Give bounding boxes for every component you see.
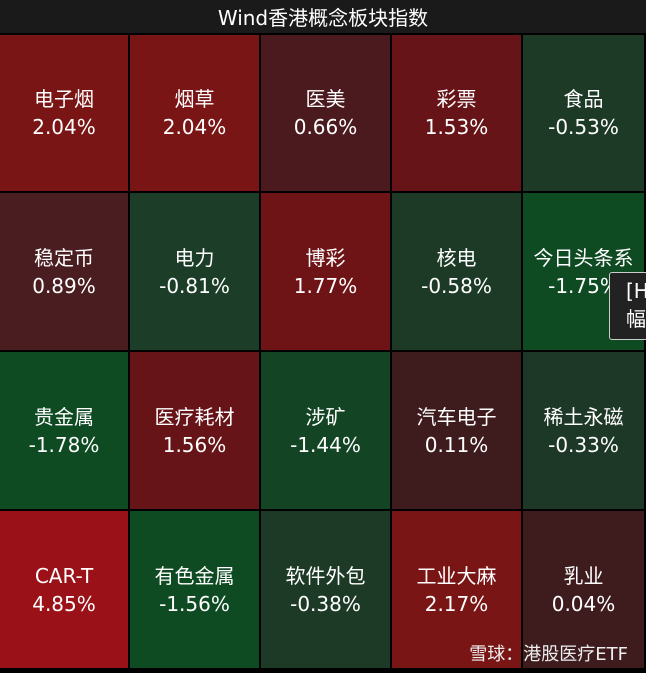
tile-change: 0.89% <box>32 273 96 298</box>
tile-change: 2.17% <box>424 591 489 616</box>
tile-change: -0.53% <box>548 115 619 139</box>
tile-name: 医美 <box>305 87 346 111</box>
tile-change: 2.04% <box>32 115 96 139</box>
tile-change: -1.56% <box>159 591 230 616</box>
tile-name: 彩票 <box>436 87 477 111</box>
tile-change: 0.11% <box>424 432 489 457</box>
tile-change: 2.04% <box>162 115 227 139</box>
tile: 核电 -0.58% <box>392 193 521 350</box>
tile-name: 软件外包 <box>285 563 366 588</box>
tile-name: CAR-T <box>34 563 94 588</box>
tile-change: 0.04% <box>551 591 616 616</box>
tile: 乳业 0.04% <box>523 511 644 668</box>
tile: 有色金属 -1.56% <box>130 511 259 668</box>
tile: 彩票 1.53% <box>392 35 521 191</box>
tile-name: 涉矿 <box>305 404 346 429</box>
tooltip-line: 幅 <box>626 307 646 331</box>
tile-name: 稳定币 <box>34 245 94 270</box>
tile-change: -0.33% <box>548 432 619 457</box>
tile-name: 博彩 <box>305 245 346 270</box>
tile-name: 有色金属 <box>154 563 235 588</box>
tooltip: [H 幅 <box>609 272 646 340</box>
tile: 工业大麻 2.17% <box>392 511 521 668</box>
tile: 汽车电子 0.11% <box>392 352 521 509</box>
tile-change: -0.38% <box>290 591 361 616</box>
tile: CAR-T 4.85% <box>0 511 128 668</box>
tile-name: 核电 <box>436 245 477 270</box>
tile: 电子烟 2.04% <box>0 35 128 191</box>
tile-change: 1.56% <box>162 432 227 457</box>
tile-change: 1.77% <box>293 273 358 298</box>
watermark: 雪球：港股医疗ETF <box>469 644 628 665</box>
tile-change: -1.75% <box>548 273 619 298</box>
tile-name: 贵金属 <box>34 404 94 429</box>
tile-name: 电力 <box>174 245 215 270</box>
tile-name: 乳业 <box>563 563 604 588</box>
tile-name: 食品 <box>563 87 604 111</box>
tile-change: -0.58% <box>421 273 492 298</box>
tile: 贵金属 -1.78% <box>0 352 128 509</box>
tile-name: 工业大麻 <box>416 563 497 588</box>
tile: 博彩 1.77% <box>261 193 390 350</box>
tile: 涉矿 -1.44% <box>261 352 390 509</box>
tile-name: 电子烟 <box>34 87 94 111</box>
tile-name: 汽车电子 <box>416 404 497 429</box>
tile: 电力 -0.81% <box>130 193 259 350</box>
tile: 医疗耗材 1.56% <box>130 352 259 509</box>
tile-change: -1.44% <box>290 432 361 457</box>
tile-change: 0.66% <box>293 115 358 139</box>
tile-name: 烟草 <box>174 87 215 111</box>
tile: 医美 0.66% <box>261 35 390 191</box>
tile-change: 1.53% <box>424 115 489 139</box>
tile-name: 今日头条系 <box>533 245 634 270</box>
tile: 稀土永磁 -0.33% <box>523 352 644 509</box>
title: Wind香港概念板块指数 <box>0 0 646 33</box>
tile: 食品 -0.53% <box>523 35 644 191</box>
tile-name: 医疗耗材 <box>154 404 235 429</box>
tile-change: -0.81% <box>159 273 230 298</box>
tile: 烟草 2.04% <box>130 35 259 191</box>
tooltip-line: [H <box>626 279 646 303</box>
tile: 稳定币 0.89% <box>0 193 128 350</box>
tile-name: 稀土永磁 <box>543 404 624 429</box>
tile-change: -1.78% <box>28 432 100 457</box>
tile: 软件外包 -0.38% <box>261 511 390 668</box>
tile-change: 4.85% <box>32 591 96 616</box>
